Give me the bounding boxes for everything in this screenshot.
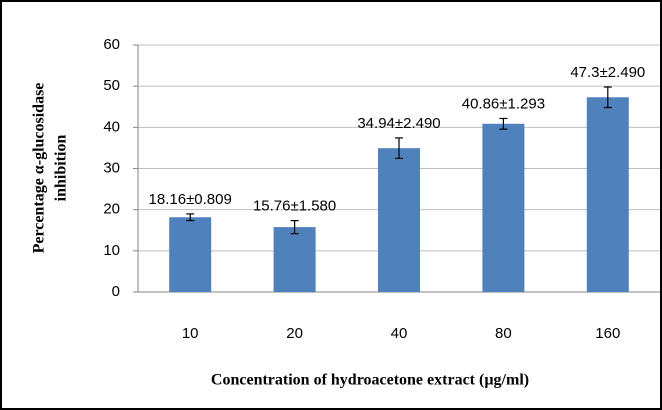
- value-label: 47.3±2.490: [570, 64, 645, 81]
- value-label: 34.94±2.490: [357, 115, 440, 132]
- y-tick-label: 20: [103, 201, 120, 218]
- x-tick-label: 20: [286, 325, 303, 342]
- bar: [586, 97, 629, 292]
- error-bar: [290, 220, 299, 235]
- x-tick-label: 80: [495, 325, 512, 342]
- y-axis-label: inhibition: [53, 135, 70, 202]
- y-tick-label: 40: [103, 118, 120, 135]
- x-tick-label: 40: [391, 325, 408, 342]
- y-tick-label: 30: [103, 159, 120, 176]
- x-tick-label: 10: [182, 325, 199, 342]
- value-label: 15.76±1.580: [253, 198, 336, 215]
- value-label: 40.86±1.293: [462, 95, 545, 112]
- y-tick-label: 50: [103, 77, 120, 94]
- value-label: 18.16±0.809: [149, 191, 232, 208]
- error-bar: [395, 137, 403, 160]
- y-tick-label: 60: [103, 36, 120, 53]
- bar: [273, 227, 316, 292]
- bar: [169, 217, 212, 292]
- x-tick-label: 160: [595, 325, 620, 342]
- y-tick-label: 0: [112, 283, 120, 300]
- y-tick-label: 10: [103, 242, 120, 259]
- y-axis-label: Percentage α-glucosidase: [31, 83, 48, 254]
- bar: [378, 148, 420, 292]
- error-bar: [603, 86, 612, 109]
- error-bar: [186, 213, 195, 222]
- x-axis-label: Concentration of hydroacetone extract (µ…: [211, 372, 529, 389]
- error-bar: [499, 117, 508, 130]
- bar: [482, 123, 525, 292]
